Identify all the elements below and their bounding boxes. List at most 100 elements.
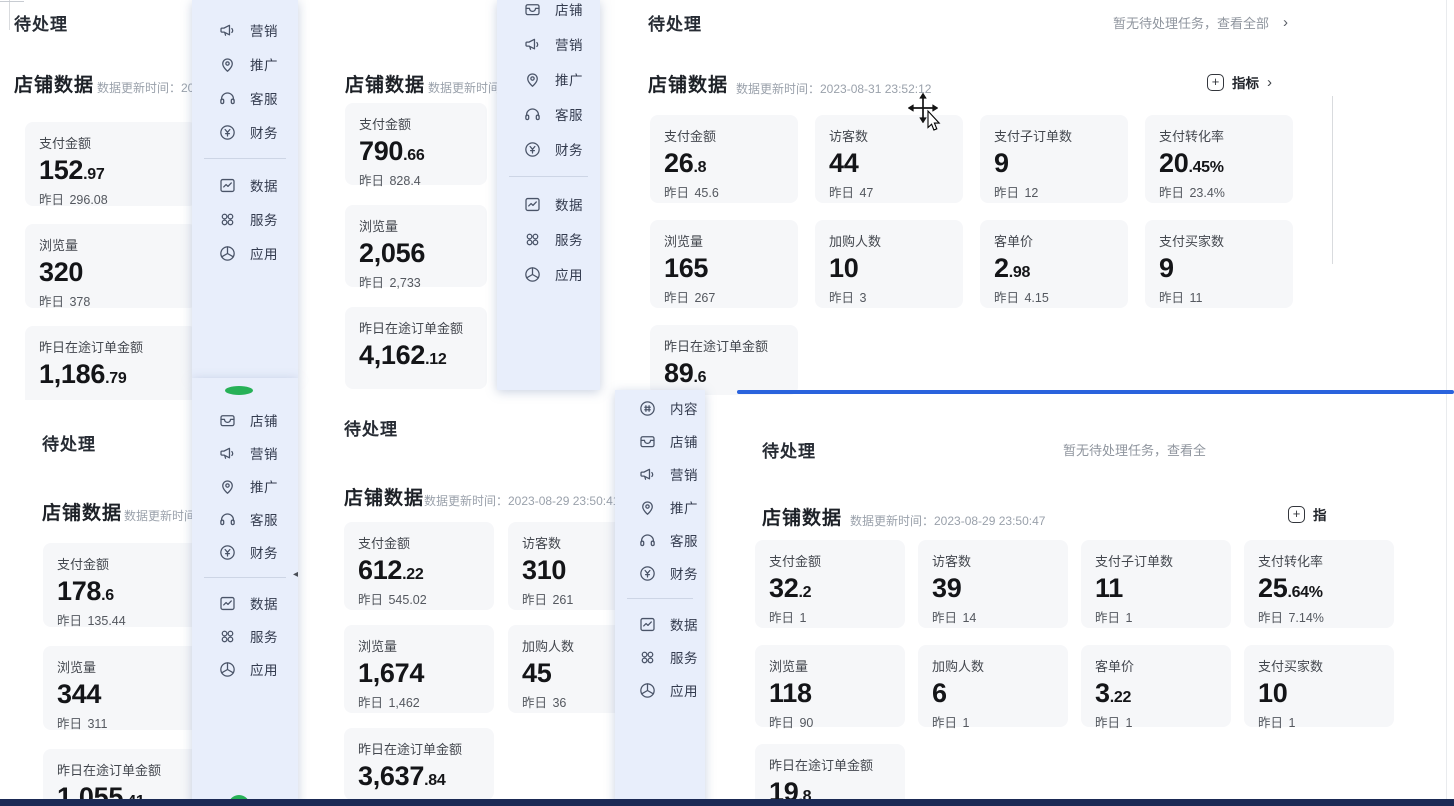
sidebar-item-apps[interactable]: 应用 [615, 674, 705, 706]
metric-card[interactable]: 支付转化率 20.45% 昨日 23.4% [1145, 115, 1293, 203]
sidebar-item-location-pin[interactable]: 推广 [192, 48, 298, 80]
dashboard-panel-top-right: 待处理 暂无待处理任务，查看全部 › 店铺数据 数据更新时间：2023-08-3… [615, 0, 1454, 415]
metric-card[interactable]: 昨日在途订单金额 3,637.84 [344, 728, 494, 800]
sidebar-item-hash[interactable]: 内容 [615, 392, 705, 424]
metric-card[interactable]: 访客数 39 昨日 14 [918, 540, 1068, 628]
location-pin-icon [638, 498, 657, 517]
sidebar-item-megaphone[interactable]: 营销 [615, 458, 705, 490]
sidebar-item-grid[interactable]: 服务 [615, 641, 705, 673]
shop-data-title: 店铺数据 [344, 488, 425, 509]
sidebar-item-headset[interactable]: 客服 [497, 98, 600, 130]
metric-card[interactable]: 支付金额 612.22 昨日 545.02 [344, 522, 494, 610]
sidebar-item-coin[interactable]: 财务 [192, 116, 298, 148]
sidebar-item-grid[interactable]: 服务 [192, 620, 298, 652]
metric-card[interactable]: 支付转化率 25.64% 昨日 7.14% [1244, 540, 1394, 628]
metric-card[interactable]: 支付买家数 10 昨日 1 [1244, 645, 1394, 730]
metric-label: 客单价 [994, 234, 1034, 249]
metric-card[interactable]: 客单价 3.22 昨日 1 [1081, 645, 1231, 730]
sidebar-item-coin[interactable]: 财务 [192, 536, 298, 568]
sidebar-item-headset[interactable]: 客服 [615, 524, 705, 556]
metric-value: 1,055.41 [57, 782, 145, 800]
metric-value: 118 [769, 678, 812, 708]
metric-card[interactable]: 支付金额 26.8 昨日 45.6 [650, 115, 798, 203]
metric-card[interactable]: 昨日在途订单金额 4,162.12 [345, 307, 487, 389]
metric-prev-value: 昨日 36 [522, 696, 567, 711]
metric-card[interactable]: 支付子订单数 11 昨日 1 [1081, 540, 1231, 628]
metric-card[interactable]: 昨日在途订单金额 1,186.79 [25, 326, 192, 400]
metric-card[interactable]: 支付子订单数 9 昨日 12 [980, 115, 1128, 203]
metric-prev-value: 昨日 45.6 [664, 186, 719, 201]
no-pending-tasks-link[interactable]: 暂无待处理任务，查看全部 › [1113, 13, 1288, 32]
sidebar-item-megaphone[interactable]: 营销 [192, 14, 298, 46]
metric-value: 44 [829, 148, 859, 178]
sidebar-top-middle: 店铺 营销 推广 客服 财务 数据 服务 应用 [497, 0, 600, 390]
metric-card[interactable]: 昨日在途订单金额 1,055.41 [43, 749, 192, 800]
metric-card[interactable]: 支付买家数 9 昨日 11 [1145, 220, 1293, 308]
metric-card[interactable]: 浏览量 1,674 昨日 1,462 [344, 625, 494, 713]
metric-card[interactable]: 浏览量 165 昨日 267 [650, 220, 798, 308]
sidebar-item-label: 财务 [670, 567, 698, 582]
sidebar-item-location-pin[interactable]: 推广 [615, 491, 705, 523]
hash-icon [638, 399, 657, 418]
metric-card[interactable]: 浏览量 320 昨日 378 [25, 224, 192, 309]
metric-card[interactable]: 支付金额 790.66 昨日 828.4 [345, 103, 487, 188]
metric-value: 612.22 [358, 555, 424, 585]
sidebar-item-chart[interactable]: 数据 [192, 587, 298, 619]
metric-card[interactable]: 支付金额 32.2 昨日 1 [755, 540, 905, 628]
megaphone-icon [523, 35, 542, 54]
metrics-config-button[interactable]: + 指标 › [1207, 72, 1272, 92]
sidebar-item-location-pin[interactable]: 推广 [192, 470, 298, 502]
sidebar-item-label: 服务 [250, 630, 278, 645]
metric-value: 790.66 [359, 136, 425, 166]
metric-card[interactable]: 昨日在途订单金额 89.6 [650, 325, 798, 395]
sidebar-item-shop[interactable]: 店铺 [497, 0, 600, 25]
sidebar-item-chart[interactable]: 数据 [615, 608, 705, 640]
sidebar-item-location-pin[interactable]: 推广 [497, 63, 600, 95]
sidebar-item-label: 数据 [670, 618, 698, 633]
sidebar-item-shop[interactable]: 店铺 [615, 425, 705, 457]
metric-card-grid: 支付金额 790.66 昨日 828.4 浏览量 2,056 昨日 2,733 … [345, 103, 487, 389]
metric-label: 客单价 [1095, 659, 1135, 674]
metric-value: 89.6 [664, 358, 707, 388]
sidebar-item-coin[interactable]: 财务 [615, 557, 705, 589]
metrics-button-label: 指 [1313, 508, 1327, 523]
sidebar-item-apps[interactable]: 应用 [192, 237, 298, 269]
sidebar-item-coin[interactable]: 财务 [497, 133, 600, 165]
sidebar-item-apps[interactable]: 应用 [192, 653, 298, 685]
metric-value: 19.8 [769, 777, 812, 800]
sidebar-divider [627, 598, 693, 599]
metric-prev-value: 昨日 1 [769, 611, 807, 626]
metric-card[interactable]: 支付金额 178.6 昨日 135.44 [43, 543, 192, 628]
sidebar-item-apps[interactable]: 应用 [497, 258, 600, 290]
metric-card[interactable]: 加购人数 6 昨日 1 [918, 645, 1068, 730]
pending-section-title: 待处理 [762, 442, 816, 461]
sidebar-item-label: 内容 [670, 402, 698, 417]
metric-label: 昨日在途订单金额 [359, 321, 464, 336]
metric-card[interactable]: 浏览量 2,056 昨日 2,733 [345, 205, 487, 290]
metric-card[interactable]: 客单价 2.98 昨日 4.15 [980, 220, 1128, 308]
sidebar-item-headset[interactable]: 客服 [192, 503, 298, 535]
metric-card[interactable]: 昨日在途订单金额 19.8 [755, 744, 905, 800]
metrics-config-button[interactable]: + 指 [1288, 504, 1327, 524]
metric-card[interactable]: 支付金额 152.97 昨日 296.08 [25, 122, 192, 208]
sidebar-item-grid[interactable]: 服务 [192, 203, 298, 235]
sidebar-item-label: 应用 [555, 268, 583, 283]
sidebar-item-grid[interactable]: 服务 [497, 223, 600, 255]
sidebar-item-megaphone[interactable]: 营销 [192, 437, 298, 469]
sidebar-item-chart[interactable]: 数据 [497, 188, 600, 220]
sidebar-item-label: 服务 [555, 233, 583, 248]
dashboard-panel-bottom-middle: 待处理 店铺数据 数据更新时间：2023-08-29 23:50:41 支付金额… [306, 390, 658, 800]
metric-card[interactable]: 浏览量 118 昨日 90 [755, 645, 905, 730]
metric-value: 310 [522, 555, 567, 585]
sidebar-item-megaphone[interactable]: 营销 [497, 28, 600, 60]
apps-icon [638, 681, 657, 700]
no-pending-tasks-link[interactable]: 暂无待处理任务，查看全 [1063, 440, 1206, 459]
metric-card[interactable]: 加购人数 10 昨日 3 [815, 220, 963, 308]
metric-card[interactable]: 浏览量 344 昨日 311 [43, 646, 192, 731]
sidebar-collapse-icon[interactable]: ◂ [292, 569, 298, 580]
sidebar-item-shop[interactable]: 店铺 [192, 404, 298, 436]
metric-prev-value: 昨日 296.08 [39, 193, 108, 208]
sidebar-item-chart[interactable]: 数据 [192, 169, 298, 201]
sidebar-item-headset[interactable]: 客服 [192, 82, 298, 114]
metric-card[interactable]: 访客数 44 昨日 47 [815, 115, 963, 203]
